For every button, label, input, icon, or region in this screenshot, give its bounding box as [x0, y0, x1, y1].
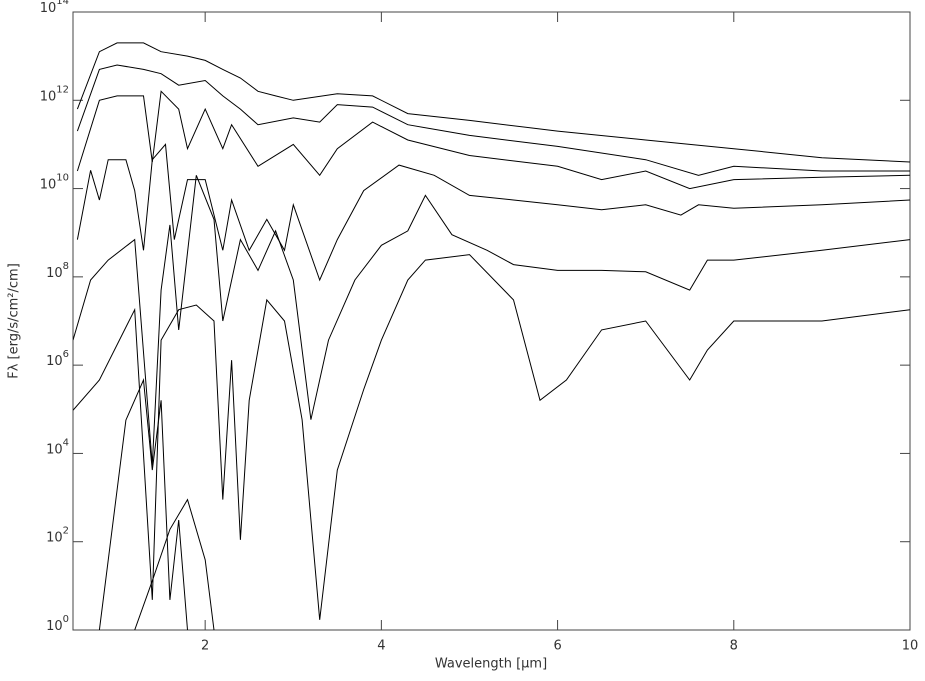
x-tick-label: 2	[201, 639, 209, 654]
y-tick-label: 104	[46, 437, 69, 457]
y-tick-label: 1010	[40, 173, 69, 193]
y-tick-label: 100	[46, 614, 69, 634]
x-axis-label: Wavelength [μm]	[435, 657, 547, 672]
y-tick-label: 106	[46, 349, 69, 369]
y-tick-label: 108	[46, 261, 69, 281]
x-tick-label: 6	[553, 639, 561, 654]
y-axis-label: Fλ [erg/s/cm²/cm]	[7, 263, 22, 379]
spectrum-line	[76, 90, 910, 190]
spectrum-line	[134, 498, 215, 630]
x-tick-label: 4	[377, 639, 385, 654]
plot-frame	[72, 11, 911, 631]
x-tick-label: 8	[730, 639, 738, 654]
spectrum-line	[73, 254, 910, 620]
spectrum-line	[98, 378, 188, 630]
y-tick-label: 102	[46, 526, 69, 546]
spectrum-line	[73, 175, 910, 465]
y-tick-label: 1014	[40, 0, 69, 16]
x-tick-label: 10	[902, 639, 919, 654]
spectrum-line	[76, 143, 910, 282]
spectrum-line	[76, 64, 910, 176]
spectrum-line	[76, 42, 910, 163]
y-tick-label: 1012	[40, 84, 69, 104]
